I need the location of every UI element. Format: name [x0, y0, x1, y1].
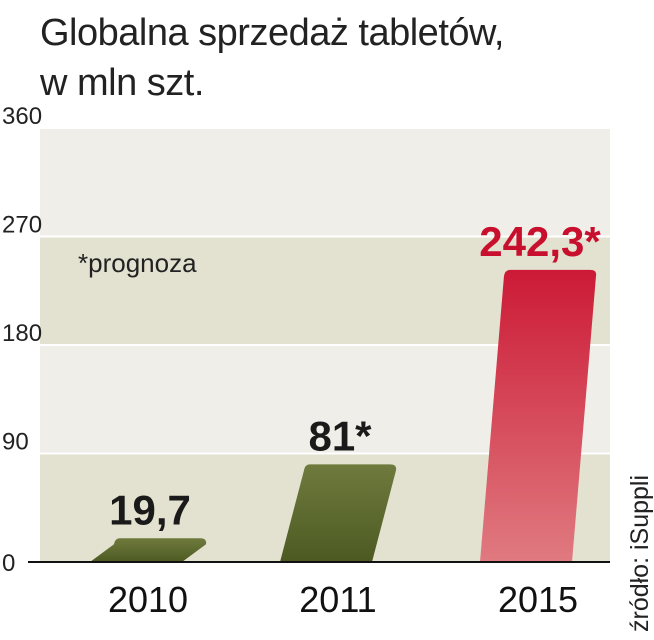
- y-tick-label: 270: [2, 212, 42, 239]
- x-tick-label-2015: 2015: [498, 579, 578, 620]
- y-tick-label: 360: [2, 103, 42, 130]
- source-label: źródło: iSuppli: [626, 475, 654, 632]
- bar-2015: [480, 269, 597, 562]
- forecast-note: *prognoza: [78, 248, 197, 278]
- y-tick-label: 0: [2, 550, 15, 577]
- background-band: [40, 128, 610, 237]
- y-tick-label: 180: [2, 320, 42, 347]
- x-tick-label-2011: 2011: [299, 579, 376, 620]
- chart-title-line-1: Globalna sprzedaż tabletów,: [40, 12, 504, 54]
- bar-2011: [280, 464, 397, 562]
- chart-title: Globalna sprzedaż tabletów, w mln szt.: [40, 8, 504, 108]
- bar-2010: [90, 538, 207, 562]
- data-label-2011: 81*: [308, 412, 372, 459]
- y-tick-label: 90: [2, 429, 29, 456]
- chart-title-line-2: w mln szt.: [40, 62, 204, 104]
- x-tick-label-2010: 2010: [108, 579, 188, 620]
- data-label-2015: 242,3*: [479, 218, 601, 265]
- data-label-2010: 19,7: [109, 486, 191, 533]
